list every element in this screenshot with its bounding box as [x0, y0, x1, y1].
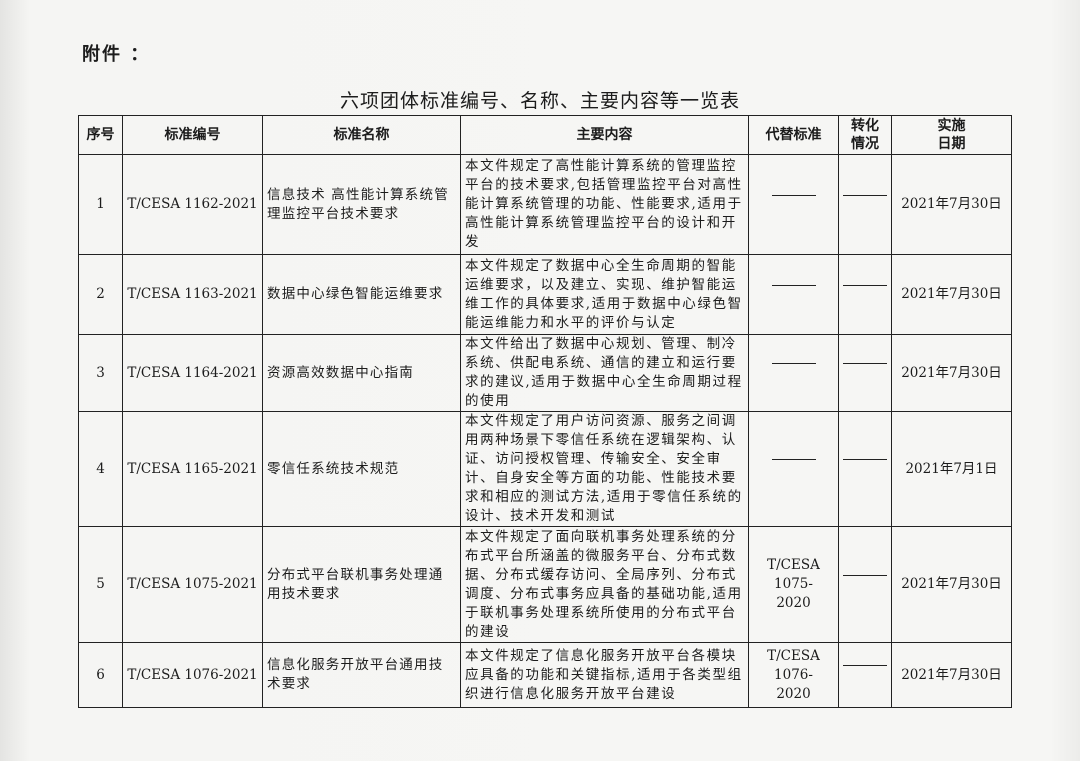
row-content: 本文件规定了数据中心全生命周期的智能运维要求，以及建立、实现、维护智能运维工作的…	[460, 254, 749, 335]
table-row: 2 T/CESA 1163-2021 数据中心绿色智能运维要求 本文件规定了数据中心全…	[78, 254, 1012, 335]
row-status: ——	[838, 254, 892, 335]
row-date: 2021年7月30日	[891, 334, 1012, 412]
row-code: T/CESA 1163-2021	[122, 254, 263, 335]
row-status: ——	[838, 642, 892, 708]
row-date: 2021年7月30日	[891, 254, 1012, 335]
row-content: 本文件规定了用户访问资源、服务之间调用两种场景下零信任系统在逻辑架构、认证、访问…	[460, 411, 749, 527]
row-name: 数据中心绿色智能运维要求	[262, 254, 461, 335]
row-name: 分布式平台联机事务处理通用技术要求	[262, 526, 461, 643]
table-row: 5 T/CESA 1075-2021 分布式平台联机事务处理通用技术要求 本文件规定了…	[78, 526, 1012, 643]
row-content: 本文件给出了数据中心规划、管理、制冷系统、供配电系统、通信的建立和运行要求的建议…	[460, 334, 749, 412]
row-code: T/CESA 1075-2021	[122, 526, 263, 643]
row-date: 2021年7月1日	[891, 411, 1012, 527]
table-row: 1 T/CESA 1162-2021 信息技术 高性能计算系统管理监控平台技术要求本…	[78, 154, 1012, 255]
row-name: 资源高效数据中心指南	[262, 334, 461, 412]
row-seq: 5	[78, 526, 123, 643]
row-replace: ——	[748, 411, 839, 527]
table-row: 4 T/CESA 1165-2021 零信任系统技术规范 本文件规定了用户访问资源、服…	[78, 411, 1012, 527]
dash-mark: ——	[843, 284, 887, 305]
header-replace: 代替标准	[748, 115, 839, 155]
row-replace: ——	[748, 154, 839, 255]
row-date: 2021年7月30日	[891, 154, 1012, 255]
row-status: ——	[838, 526, 892, 643]
row-name: 零信任系统技术规范	[262, 411, 461, 527]
dash-mark: ——	[771, 459, 816, 479]
dash-mark: ——	[771, 194, 816, 215]
header-seq: 序号	[78, 115, 123, 155]
attachment-label: 附件 ：	[82, 44, 151, 65]
row-seq: 4	[78, 411, 123, 527]
row-replace: ——	[748, 254, 839, 335]
dash-mark: ——	[771, 284, 816, 305]
header-status: 转化情况	[838, 115, 892, 155]
row-seq: 6	[78, 642, 123, 708]
header-date: 实施日期	[891, 115, 1012, 155]
row-status: ——	[838, 154, 892, 255]
row-status: ——	[838, 334, 892, 412]
row-seq: 2	[78, 254, 123, 335]
row-content: 本文件规定了面向联机事务处理系统的分布式平台所涵盖的微服务平台、分布式数据、分布…	[460, 526, 749, 643]
table-row: 3 T/CESA 1164-2021 资源高效数据中心指南 本文件给出了数据中心规划、…	[78, 334, 1012, 412]
header-content: 主要内容	[460, 115, 749, 155]
row-date: 2021年7月30日	[891, 642, 1012, 708]
dash-mark: ——	[843, 665, 887, 685]
row-replace: T/CESA 1075-2020	[748, 526, 839, 643]
header-code: 标准编号	[122, 115, 263, 155]
dash-mark: ——	[771, 363, 816, 383]
row-content: 本文件规定了高性能计算系统的管理监控平台的技术要求,包括管理监控平台对高性能计算…	[460, 154, 749, 255]
row-seq: 3	[78, 334, 123, 412]
row-seq: 1	[78, 154, 123, 255]
row-replace: ——	[748, 334, 839, 412]
table-row: 6 T/CESA 1076-2021 信息化服务开放平台通用技术要求 本文件规定了信息…	[78, 642, 1012, 708]
row-replace: T/CESA 1076-2020	[748, 642, 839, 708]
row-date: 2021年7月30日	[891, 526, 1012, 643]
row-name: 信息化服务开放平台通用技术要求	[262, 642, 461, 708]
row-status: ——	[838, 411, 892, 527]
dash-mark: ——	[843, 459, 887, 479]
dash-mark: ——	[843, 363, 887, 383]
header-name: 标准名称	[262, 115, 461, 155]
dash-mark: ——	[843, 194, 887, 215]
row-code: T/CESA 1164-2021	[122, 334, 263, 412]
row-code: T/CESA 1076-2021	[122, 642, 263, 708]
row-name: 信息技术 高性能计算系统管理监控平台技术要求	[262, 154, 461, 255]
row-content: 本文件规定了信息化服务开放平台各模块应具备的功能和关键指标,适用于各类型组织进行…	[460, 642, 749, 708]
row-code: T/CESA 1165-2021	[122, 411, 263, 527]
row-code: T/CESA 1162-2021	[122, 154, 263, 255]
standards-table: 序号 标准编号 标准名称 主要内容 代替标准 转化情况 实施日期 1 T/CESA…	[78, 115, 1012, 708]
document-title: 六项团体标准编号、名称、主要内容等一览表	[339, 90, 740, 112]
dash-mark: ——	[843, 574, 887, 595]
table-header-row: 序号 标准编号 标准名称 主要内容 代替标准 转化情况 实施日期	[78, 115, 1012, 155]
